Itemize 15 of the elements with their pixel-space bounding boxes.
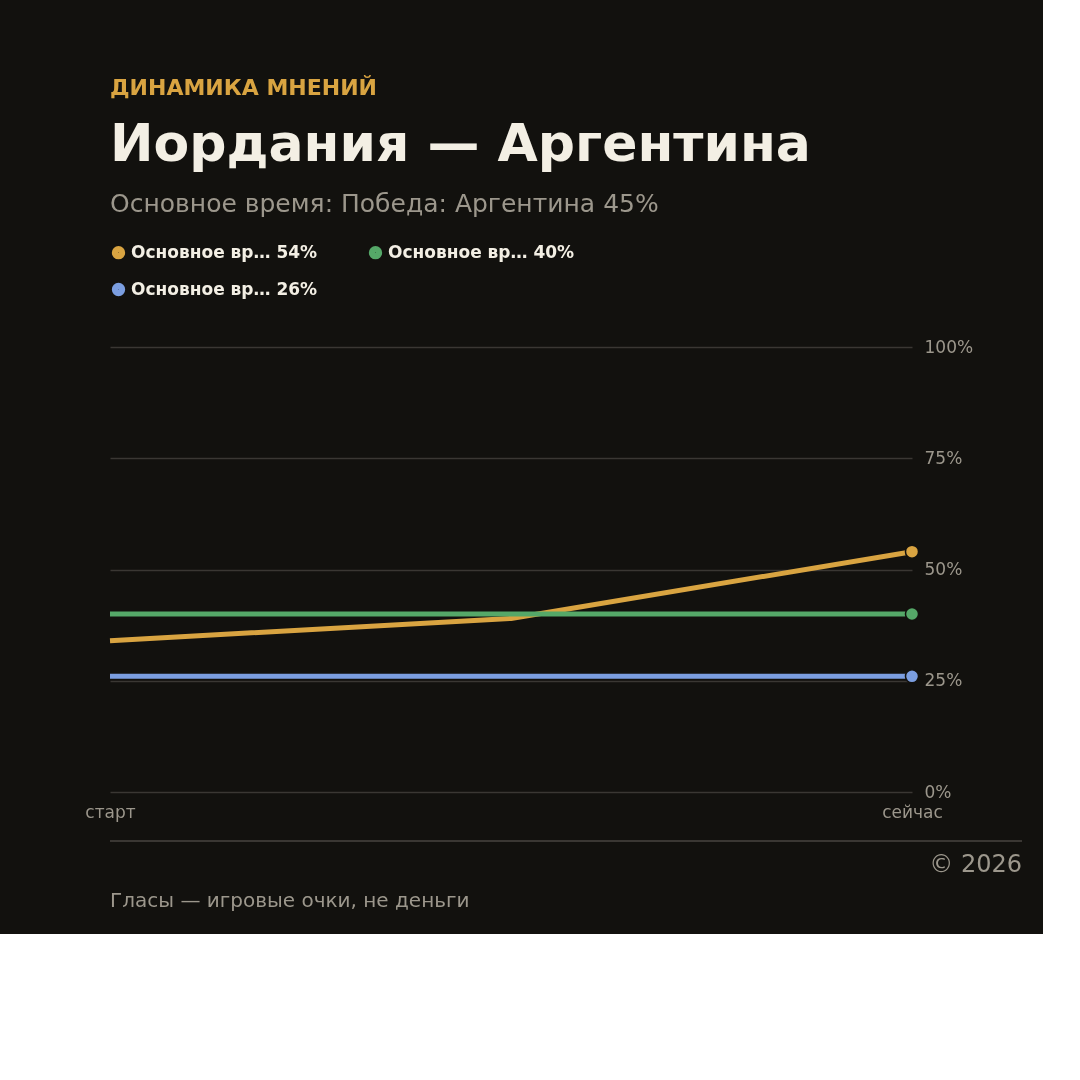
legend-label: Основное вр… 54% (131, 241, 318, 262)
legend-label: Основное вр… 26% (131, 278, 318, 299)
y-tick-label: 0% (924, 781, 952, 802)
chart-title: Иордания — Аргентина (110, 113, 811, 173)
y-tick-label: 100% (924, 336, 974, 357)
text: Гласы — игровые очки, не деньги (110, 888, 470, 912)
text: © 2026 (929, 850, 1022, 878)
x-tick-label: старт (85, 801, 136, 822)
y-tick-label: 25% (924, 670, 963, 691)
text: ДИНАМИКА МНЕНИЙ (110, 75, 377, 100)
y-tick-label: 50% (924, 559, 963, 579)
legend-label: Основное вр… 40% (388, 241, 575, 262)
chart-subtitle: Основное время: Победа: Аргентина 45% (110, 189, 659, 218)
y-tick-label: 75% (924, 447, 963, 468)
x-tick-label: сейчас (882, 801, 943, 822)
